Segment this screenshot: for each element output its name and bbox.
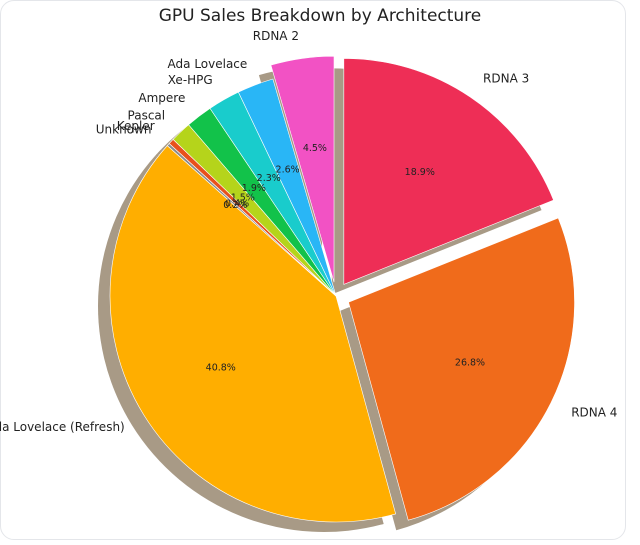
slice-pct-ada-lovelace: 2.6% [276,164,300,175]
slice-pct-rdna-4: 26.8% [455,358,485,369]
slice-label-ampere: Ampere [138,91,185,105]
slice-rdna-2[interactable] [270,55,335,283]
slice-pct-pascal: 1.5% [231,193,255,204]
pie-labels: 18.9% RDNA 3 26.8% RDNA 4 40.8% Ada Lovelace … [0,29,617,434]
slice-pct-rdna-3: 18.9% [405,167,435,178]
slice-pct-xe-hpg: 2.3% [257,173,281,184]
slice-ada-lovelace-refresh[interactable] [109,145,397,523]
slice-label-rdna-3: RDNA 3 [483,71,529,85]
pie-slices [109,55,575,523]
slice-label-kepler: Kepler [117,119,155,133]
slice-label-rdna-2: RDNA 2 [253,29,299,43]
slice-label-rdna-4: RDNA 4 [571,406,617,420]
slice-label-pascal: Pascal [128,108,166,122]
slice-pct-unknown: 0.2% [223,200,247,211]
slice-pct-rdna-2: 4.5% [303,143,327,154]
slice-label-ada-lovelace: Ada Lovelace [168,57,248,71]
slice-label-xe-hpg: Xe-HPG [168,73,213,87]
slice-pct-ada-lovelace-refresh: 40.8% [206,362,236,373]
slice-pct-kepler: 0.4% [225,198,249,209]
slice-rdna-3[interactable] [343,58,554,285]
slice-label-ada-lovelace-refresh: Ada Lovelace (Refresh) [0,420,125,434]
slice-pct-ampere: 1.9% [242,183,266,194]
slice-ada-lovelace[interactable] [237,78,337,297]
chart-title: GPU Sales Breakdown by Architecture [158,6,482,26]
slice-rdna-4[interactable] [348,217,575,521]
slice-label-unknown: Unknown [96,122,152,136]
